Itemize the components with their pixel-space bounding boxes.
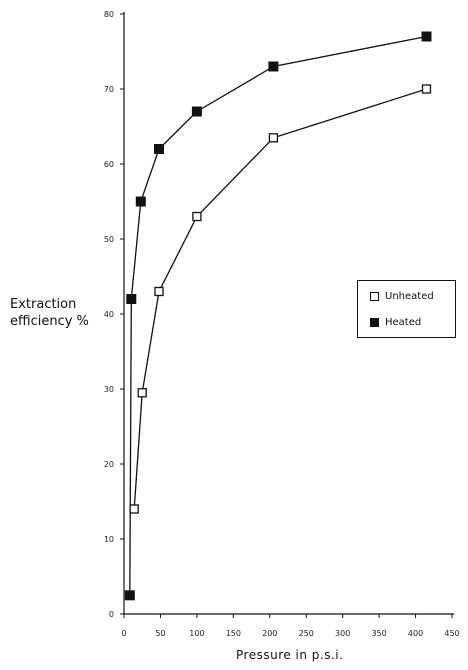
y-tick-label: 10 xyxy=(104,535,114,544)
data-point-heated xyxy=(154,144,164,154)
x-tick-label: 50 xyxy=(155,629,165,638)
x-tick-label: 200 xyxy=(262,629,277,638)
data-point-heated xyxy=(191,106,202,117)
x-tick-label: 400 xyxy=(408,629,423,638)
data-point-unheated xyxy=(154,286,164,297)
x-tick-label: 450 xyxy=(444,629,459,638)
x-axis-label: Pressure in p.s.i. xyxy=(236,648,344,662)
chart-legend: Unheated Heated xyxy=(357,280,456,338)
chart-series-markers xyxy=(124,31,432,601)
legend-entry-heated: Heated xyxy=(370,315,421,329)
series-line-unheated xyxy=(133,88,427,510)
data-point-unheated xyxy=(137,388,147,398)
data-point-unheated xyxy=(129,504,139,514)
data-point-unheated xyxy=(268,133,279,143)
x-tick-label: 0 xyxy=(121,629,126,638)
legend-entry-unheated: Unheated xyxy=(370,289,434,303)
filled-square-marker-icon xyxy=(370,317,379,327)
data-point-unheated xyxy=(421,84,432,94)
legend-label-heated: Heated xyxy=(385,316,422,328)
x-tick-label: 250 xyxy=(299,629,314,638)
y-tick-label: 50 xyxy=(104,235,114,244)
y-tick-label: 0 xyxy=(109,610,114,619)
y-axis-label-line-2: efficiency % xyxy=(10,314,89,329)
y-tick-label: 30 xyxy=(104,385,114,394)
x-tick-label: 150 xyxy=(226,629,241,638)
y-tick-label: 40 xyxy=(104,310,114,319)
x-tick-label: 100 xyxy=(189,629,204,638)
data-point-heated xyxy=(268,61,279,72)
data-point-heated xyxy=(135,196,146,207)
y-tick-label: 80 xyxy=(104,10,114,19)
y-axis-label: Extraction efficiency % xyxy=(10,296,89,330)
open-square-marker-icon xyxy=(370,291,379,301)
legend-label-unheated: Unheated xyxy=(385,290,434,302)
y-tick-label: 60 xyxy=(104,160,114,169)
y-tick-label: 70 xyxy=(104,85,114,94)
x-tick-label: 350 xyxy=(371,629,386,638)
x-tick-label: 300 xyxy=(335,629,350,638)
data-point-unheated xyxy=(192,211,202,222)
y-axis-label-line-1: Extraction xyxy=(10,297,77,312)
y-tick-label: 20 xyxy=(104,460,114,469)
data-point-heated xyxy=(421,31,432,42)
chart-axes: 0 10 20 30 40 50 60 70 80 0 50 100 150 200 250 300 350 40… xyxy=(104,10,460,638)
data-point-heated xyxy=(126,294,137,304)
data-point-heated xyxy=(124,590,135,601)
